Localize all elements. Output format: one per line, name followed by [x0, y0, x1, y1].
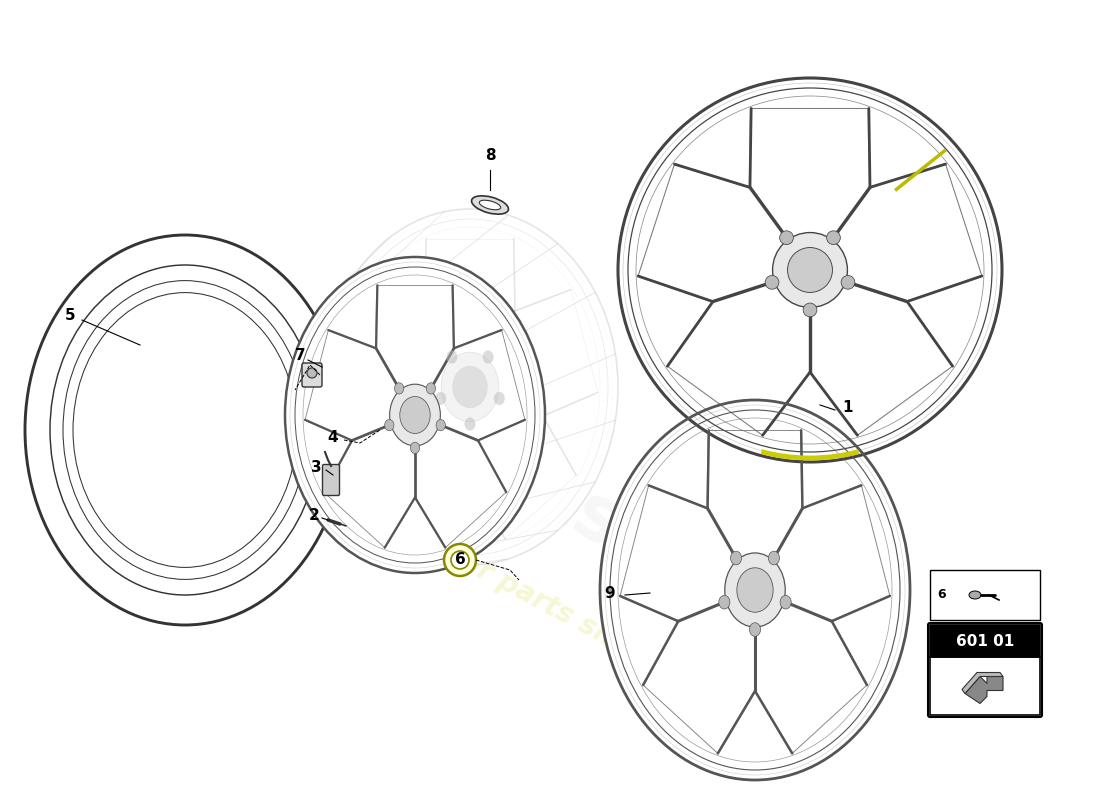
- Text: 601 01: 601 01: [956, 634, 1014, 649]
- Ellipse shape: [285, 257, 544, 573]
- Ellipse shape: [842, 275, 855, 290]
- Ellipse shape: [410, 442, 419, 454]
- Ellipse shape: [464, 418, 475, 430]
- Ellipse shape: [436, 419, 446, 431]
- FancyBboxPatch shape: [930, 625, 1040, 657]
- Ellipse shape: [730, 551, 741, 565]
- Ellipse shape: [618, 78, 1002, 462]
- Ellipse shape: [749, 622, 760, 636]
- Ellipse shape: [385, 419, 394, 431]
- Text: 7: 7: [295, 347, 306, 362]
- Ellipse shape: [453, 366, 487, 408]
- Ellipse shape: [600, 400, 910, 780]
- Circle shape: [307, 368, 317, 378]
- Ellipse shape: [436, 392, 446, 405]
- Ellipse shape: [472, 196, 508, 214]
- Text: 5: 5: [65, 307, 75, 322]
- Text: 2: 2: [309, 507, 319, 522]
- Ellipse shape: [725, 553, 785, 627]
- Ellipse shape: [483, 350, 494, 363]
- FancyBboxPatch shape: [322, 465, 340, 495]
- Text: 6: 6: [454, 553, 465, 567]
- Ellipse shape: [969, 591, 981, 599]
- Ellipse shape: [426, 382, 436, 394]
- Ellipse shape: [494, 392, 505, 405]
- FancyBboxPatch shape: [302, 363, 322, 387]
- Text: 3: 3: [310, 461, 321, 475]
- Ellipse shape: [772, 233, 847, 307]
- Ellipse shape: [769, 551, 780, 565]
- Ellipse shape: [441, 352, 499, 422]
- Text: 8: 8: [485, 147, 495, 162]
- Ellipse shape: [395, 382, 404, 394]
- Ellipse shape: [803, 303, 817, 317]
- Ellipse shape: [766, 275, 779, 290]
- Ellipse shape: [399, 397, 430, 434]
- FancyBboxPatch shape: [930, 657, 1040, 715]
- Ellipse shape: [480, 200, 501, 210]
- FancyBboxPatch shape: [930, 570, 1040, 620]
- Ellipse shape: [25, 235, 345, 625]
- Ellipse shape: [788, 247, 833, 293]
- Circle shape: [444, 544, 476, 576]
- Text: 1: 1: [843, 401, 854, 415]
- Text: 6: 6: [937, 589, 946, 602]
- Polygon shape: [962, 673, 1003, 694]
- Text: 4: 4: [328, 430, 339, 445]
- Ellipse shape: [718, 595, 730, 609]
- Ellipse shape: [780, 595, 791, 609]
- Ellipse shape: [826, 231, 840, 245]
- Ellipse shape: [322, 209, 618, 565]
- Text: AutoParts: AutoParts: [224, 297, 636, 563]
- Ellipse shape: [780, 231, 793, 245]
- Text: 9: 9: [605, 586, 615, 602]
- Ellipse shape: [447, 350, 458, 363]
- Ellipse shape: [389, 384, 440, 446]
- Text: a passion for parts since 1985: a passion for parts since 1985: [305, 467, 735, 713]
- Circle shape: [451, 551, 469, 569]
- Polygon shape: [965, 677, 1003, 703]
- Ellipse shape: [737, 568, 773, 612]
